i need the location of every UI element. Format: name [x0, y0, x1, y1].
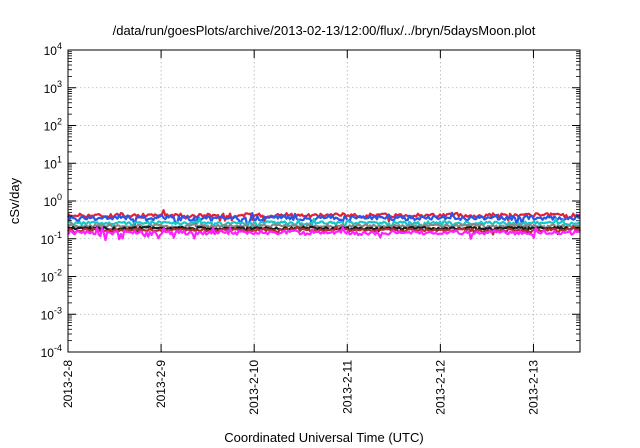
series-line [67, 217, 581, 231]
x-axis-label: Coordinated Universal Time (UTC) [224, 430, 423, 445]
y-tick-base: 10 [41, 346, 55, 360]
y-tick-base: 10 [41, 233, 55, 247]
y-tick-exponent: 4 [57, 41, 62, 51]
series-line [67, 226, 581, 242]
y-tick-base: 10 [44, 44, 58, 58]
y-tick-label: 102 [44, 117, 62, 134]
y-tick-label: 100 [44, 192, 62, 209]
x-tick-label: 2013-2-10 [247, 360, 261, 415]
x-tick-label: 2013-2-11 [340, 360, 354, 414]
y-tick-exponent: -4 [54, 343, 62, 353]
x-axis: 2013-2-8 2013-2-9 2013-2-10 2013-2-11 2013-2… [61, 50, 540, 415]
series-group [67, 209, 581, 242]
y-tick-label: 10-2 [41, 268, 62, 285]
y-tick-exponent: 0 [57, 192, 62, 202]
y-tick-exponent: -3 [54, 305, 62, 315]
series-line [67, 211, 581, 228]
y-tick-base: 10 [41, 308, 55, 322]
y-tick-base: 10 [44, 195, 58, 209]
y-tick-base: 10 [44, 120, 58, 134]
chart-title: /data/run/goesPlots/archive/2013-02-13/1… [113, 23, 536, 38]
grid [68, 50, 580, 352]
y-tick-base: 10 [41, 271, 55, 285]
y-tick-base: 10 [44, 157, 58, 171]
y-tick-label: 103 [44, 79, 62, 96]
y-tick-label: 10-3 [41, 305, 62, 322]
y-tick-base: 10 [44, 82, 58, 96]
y-axis-label: cSv/day [7, 177, 22, 224]
series-line [67, 221, 581, 232]
y-tick-exponent: 1 [57, 154, 62, 164]
y-tick-label: 10-1 [41, 230, 62, 247]
x-tick-label: 2013-2-9 [154, 360, 168, 408]
y-tick-label: 10-4 [41, 343, 62, 360]
y-tick-exponent: -1 [54, 230, 62, 240]
y-tick-label: 104 [44, 41, 62, 58]
x-tick-label: 2013-2-13 [526, 360, 540, 415]
y-tick-label: 101 [44, 154, 62, 171]
y-tick-exponent: 2 [57, 117, 62, 127]
y-tick-exponent: 3 [57, 79, 62, 89]
x-tick-label: 2013-2-12 [433, 360, 447, 415]
y-tick-exponent: -2 [54, 268, 62, 278]
x-tick-label: 2013-2-8 [61, 360, 75, 408]
